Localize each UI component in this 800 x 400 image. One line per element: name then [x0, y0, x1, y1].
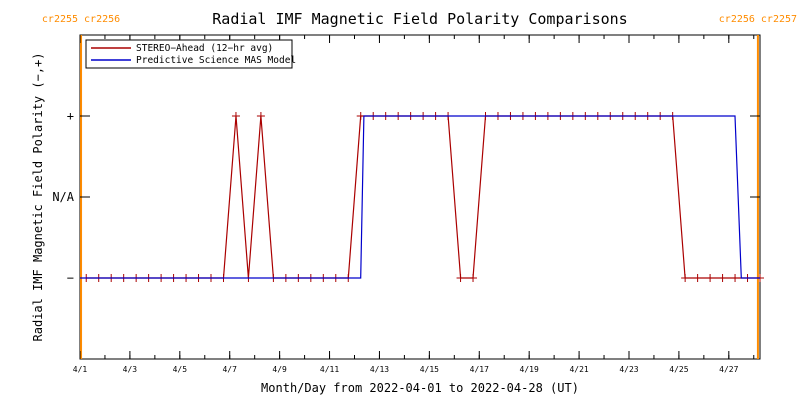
x-tick-label: 4/9	[272, 365, 287, 374]
x-tick-label: 4/3	[123, 365, 138, 374]
data-point-marker	[731, 274, 740, 282]
x-tick-label: 4/5	[173, 365, 188, 374]
x-tick-label: 4/21	[569, 365, 588, 374]
y-tick-label: +	[67, 109, 74, 123]
x-tick-label: 4/13	[370, 365, 389, 374]
carrington-rotation-label: cr2257	[761, 14, 797, 25]
data-series	[80, 112, 764, 282]
data-point-marker	[706, 274, 715, 282]
data-point-marker	[456, 274, 465, 282]
legend: STEREO−Ahead (12−hr avg) Predictive Scie…	[85, 39, 296, 69]
x-tick-label: 4/27	[719, 365, 738, 374]
series-line-1	[80, 115, 760, 279]
axis-ticks: 4/1 4/3 4/5 4/7 4/9 4/11 4/13 4/15 4/17 4/19 4/21 4…	[52, 35, 760, 374]
carrington-rotation-label: cr2256	[719, 14, 755, 25]
legend-label-mas-model: Predictive Science MAS Model	[136, 55, 296, 66]
x-tick-label: 4/23	[619, 365, 638, 374]
y-tick-label: −	[67, 271, 74, 285]
data-point-marker	[469, 274, 478, 282]
data-point-marker	[256, 112, 265, 120]
x-tick-label: 4/17	[470, 365, 489, 374]
x-tick-label: 4/11	[320, 365, 339, 374]
x-tick-label: 4/19	[520, 365, 539, 374]
legend-label-stereo: STEREO−Ahead (12−hr avg)	[136, 43, 273, 54]
carrington-rotation-label: cr2256	[84, 14, 120, 25]
y-axis-label: Radial IMF Magnetic Field Polarity (−,+)	[31, 53, 45, 342]
x-tick-label: 4/25	[669, 365, 688, 374]
y-tick-label: N/A	[52, 190, 74, 204]
x-axis-label: Month/Day from 2022-04-01 to 2022-04-28 …	[261, 381, 579, 395]
legend-box	[85, 39, 293, 69]
data-point-marker	[693, 274, 702, 282]
data-point-marker	[681, 274, 690, 282]
chart-title: Radial IMF Magnetic Field Polarity Compa…	[212, 10, 627, 28]
x-tick-label: 4/1	[73, 365, 88, 374]
carrington-rotation-label: cr2255	[42, 14, 78, 25]
data-point-marker	[718, 274, 727, 282]
data-point-marker	[231, 112, 240, 120]
x-tick-label: 4/7	[222, 365, 237, 374]
x-tick-label: 4/15	[420, 365, 439, 374]
